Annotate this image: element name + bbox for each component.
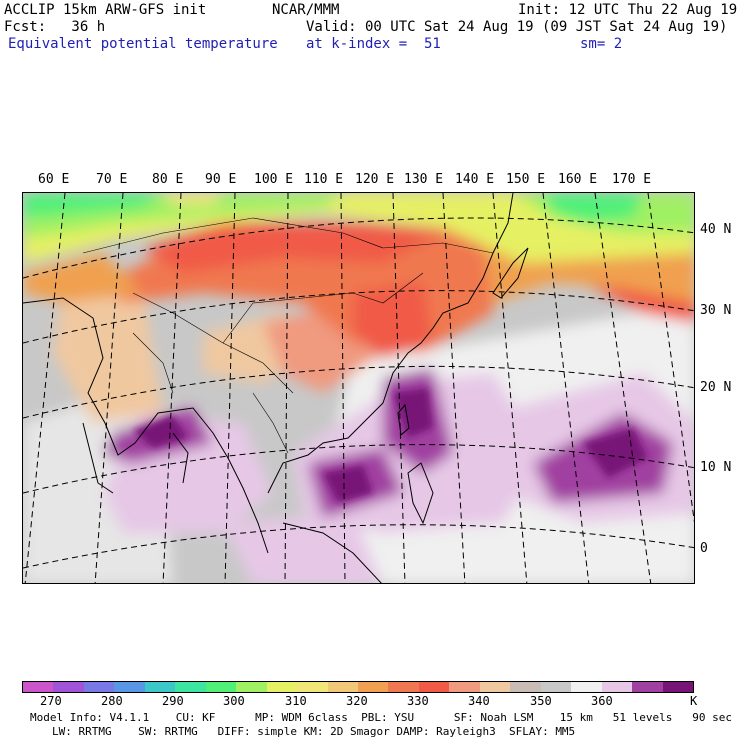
colorbar-swatch (510, 682, 541, 692)
colorbar-tick-270: 270 (40, 694, 62, 708)
colorbar-swatch (266, 682, 298, 692)
colorbar-swatch (205, 682, 237, 692)
lon-label-130e: 130 E (404, 172, 444, 187)
lon-label-60e: 60 E (38, 172, 70, 187)
field-shading (23, 193, 694, 583)
valid-time: Valid: 00 UTC Sat 24 Aug 19 (09 JST Sat … (306, 19, 728, 35)
lon-label-100e: 100 E (254, 172, 294, 187)
colorbar-swatch (114, 682, 145, 692)
colorbar-swatch (388, 682, 419, 692)
lat-label-10n: 10 N (700, 460, 732, 475)
field-name: Equivalent potential temperature (8, 36, 278, 52)
colorbar-tick-360: 360 (591, 694, 613, 708)
colorbar-swatch (601, 682, 633, 692)
lat-label-20n: 20 N (700, 380, 732, 395)
model-info-line: Model Info: V4.1.1 CU: KF MP: WDM 6class… (30, 711, 732, 724)
colorbar-swatch (23, 682, 54, 692)
colorbar-swatch (662, 682, 693, 692)
colorbar-swatch (357, 682, 389, 692)
init-time: Init: 12 UTC Thu 22 Aug 19 (518, 2, 738, 18)
smoothing-label: sm= 2 (580, 36, 623, 52)
colorbar-tick-300: 300 (223, 694, 245, 708)
lat-label-40n: 40 N (700, 222, 732, 237)
colorbar-swatch (479, 682, 511, 692)
colorbar-tick-330: 330 (407, 694, 429, 708)
graticule (23, 193, 694, 583)
colorbar-swatch (297, 682, 328, 692)
colorbar-swatch (83, 682, 115, 692)
level-label: at k-index = 51 (306, 36, 441, 52)
colorbar-swatch (418, 682, 450, 692)
center-label: NCAR/MMM (272, 2, 340, 18)
country-borders (82, 217, 494, 454)
colorbar-swatch (632, 682, 663, 692)
colorbar-tick-310: 310 (285, 694, 307, 708)
lon-label-150e: 150 E (506, 172, 546, 187)
forecast-hour: Fcst: 36 h (4, 19, 106, 35)
colorbar-swatch (571, 682, 602, 692)
lat-line-20n (23, 365, 694, 419)
dark-purple-cores (133, 388, 648, 503)
colorbar-tick-350: 350 (530, 694, 552, 708)
lon-label-170e: 170 E (612, 172, 652, 187)
lat-line-30n (23, 290, 694, 344)
lon-label-110e: 110 E (304, 172, 344, 187)
colorbar-swatch (53, 682, 84, 692)
colorbar-tick-320: 320 (346, 694, 368, 708)
lon-label-70e: 70 E (96, 172, 128, 187)
colorbar-tick-290: 290 (162, 694, 184, 708)
colorbar-swatch (540, 682, 572, 692)
coastlines (23, 193, 529, 583)
colorbar-tick-340: 340 (468, 694, 490, 708)
lon-label-140e: 140 E (455, 172, 495, 187)
colorbar-swatch (144, 682, 176, 692)
colorbar-swatch (449, 682, 480, 692)
physics-info-line: LW: RRTMG SW: RRTMG DIFF: simple KM: 2D … (52, 725, 576, 738)
colorbar-swatch (327, 682, 358, 692)
lat-line-eq (23, 524, 694, 569)
lon-label-160e: 160 E (558, 172, 598, 187)
lon-label-120e: 120 E (355, 172, 395, 187)
lat-label-eq: 0 (700, 541, 708, 556)
colorbar-tick-280: 280 (101, 694, 123, 708)
model-title: ACCLIP 15km ARW-GFS init (4, 2, 207, 18)
colorbar-swatch (175, 682, 206, 692)
colorbar (22, 681, 694, 693)
theta-e-field-plot (23, 193, 694, 583)
lon-label-80e: 80 E (152, 172, 184, 187)
lat-label-30n: 30 N (700, 303, 732, 318)
lat-line-40n (23, 217, 694, 279)
theta-e-map (22, 192, 695, 584)
lon-label-90e: 90 E (205, 172, 237, 187)
colorbar-unit: K (690, 694, 698, 708)
colorbar-swatch (236, 682, 267, 692)
lat-line-10n (23, 444, 694, 494)
